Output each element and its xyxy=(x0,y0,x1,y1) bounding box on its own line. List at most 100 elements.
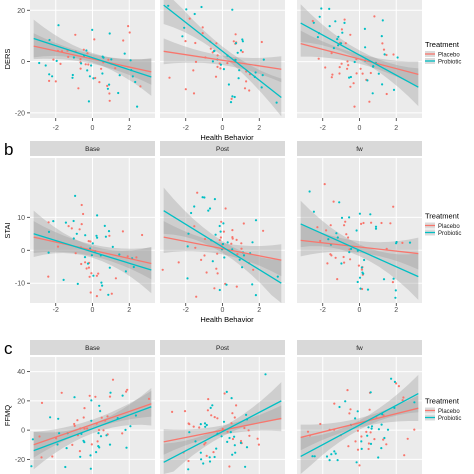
facet-label: Base xyxy=(85,146,100,153)
scatter-point xyxy=(141,233,144,237)
x-tick-label: 2 xyxy=(394,307,398,314)
scatter-point xyxy=(230,422,233,425)
scatter-point xyxy=(343,261,346,264)
scatter-point xyxy=(373,15,376,18)
scatter-point xyxy=(183,26,186,29)
scatter-point xyxy=(193,205,196,208)
scatter-point xyxy=(109,391,112,394)
scatter-point xyxy=(254,294,257,297)
scatter-point xyxy=(30,465,33,468)
scatter-point xyxy=(319,422,322,426)
scatter-point xyxy=(368,408,371,411)
facet-strip xyxy=(297,141,422,156)
scatter-point xyxy=(343,18,346,21)
fit-line xyxy=(33,45,152,73)
scatter-point xyxy=(396,56,399,59)
scatter-point xyxy=(313,455,316,458)
scatter-point xyxy=(82,48,85,51)
scatter-point xyxy=(276,275,279,278)
scatter-point xyxy=(325,229,328,232)
scatter-point xyxy=(55,437,58,440)
scatter-point xyxy=(260,86,263,89)
scatter-point xyxy=(70,227,73,230)
scatter-point xyxy=(382,48,386,51)
scatter-point xyxy=(52,220,55,223)
scatter-point xyxy=(107,293,110,296)
fit-line xyxy=(300,392,419,458)
scatter-point xyxy=(311,19,314,23)
scatter-point xyxy=(88,275,91,278)
x-tick-label: 2 xyxy=(257,125,261,132)
scatter-point xyxy=(57,417,60,420)
scatter-point xyxy=(102,429,105,432)
scatter-point xyxy=(218,224,221,228)
scatter-point xyxy=(338,201,341,204)
scatter-point xyxy=(254,71,257,74)
scatter-point xyxy=(177,261,180,264)
scatter-point xyxy=(413,401,416,404)
facet-panel: -2 0 2 xyxy=(297,0,422,132)
scatter-point xyxy=(347,64,350,67)
scatter-point xyxy=(108,83,111,86)
scatter-point xyxy=(105,434,108,437)
scatter-point xyxy=(349,75,352,79)
scatter-point xyxy=(213,416,216,419)
scatter-point xyxy=(330,76,333,79)
scatter-point xyxy=(248,434,251,437)
scatter-point xyxy=(369,213,372,216)
scatter-point xyxy=(75,232,78,235)
y-tick-label: 0 xyxy=(21,428,25,435)
scatter-point xyxy=(52,58,55,61)
scatter-point xyxy=(383,436,386,440)
scatter-point xyxy=(392,277,395,280)
scatter-point xyxy=(241,38,244,41)
scatter-point xyxy=(361,72,364,75)
scatter-point xyxy=(241,266,244,269)
scatter-point xyxy=(401,399,404,402)
scatter-point xyxy=(337,35,340,38)
scatter-point xyxy=(223,256,226,259)
scatter-point xyxy=(397,385,400,388)
scatter-point xyxy=(126,255,129,258)
scatter-point xyxy=(381,42,384,45)
scatter-point xyxy=(219,67,222,70)
scatter-point xyxy=(358,464,361,467)
scatter-point xyxy=(348,76,351,79)
scatter-point xyxy=(216,417,219,420)
scatter-point xyxy=(227,83,230,86)
scatter-point xyxy=(239,49,243,52)
scatter-point xyxy=(187,468,190,471)
scatter-point xyxy=(95,451,98,454)
scatter-point xyxy=(372,65,375,68)
scatter-point xyxy=(121,230,124,233)
scatter-point xyxy=(203,422,207,425)
scatter-point xyxy=(333,402,336,405)
scatter-point xyxy=(77,87,80,90)
scatter-point xyxy=(326,262,329,265)
scatter-point xyxy=(94,395,97,398)
legend-entry: Placebo xyxy=(438,53,460,59)
scatter-point xyxy=(87,240,90,243)
scatter-point xyxy=(215,267,218,270)
scatter-point xyxy=(95,295,98,298)
scatter-point xyxy=(353,60,356,64)
scatter-point xyxy=(73,424,76,427)
scatter-point xyxy=(367,426,370,429)
scatter-point xyxy=(114,277,117,280)
scatter-point xyxy=(256,437,259,440)
facet-strip xyxy=(30,141,155,156)
scatter-point xyxy=(366,434,369,437)
scatter-point xyxy=(335,232,338,235)
scatter-point xyxy=(395,242,398,245)
scatter-point xyxy=(344,400,347,403)
scatter-point xyxy=(254,219,258,222)
scatter-point xyxy=(96,440,99,443)
scatter-point xyxy=(85,267,88,270)
scatter-point xyxy=(316,226,319,229)
scatter-point xyxy=(38,61,41,65)
scatter-point xyxy=(358,276,362,279)
scatter-point xyxy=(385,92,388,96)
scatter-point xyxy=(247,429,250,432)
facet-strip xyxy=(30,340,155,355)
scatter-point xyxy=(167,4,170,7)
